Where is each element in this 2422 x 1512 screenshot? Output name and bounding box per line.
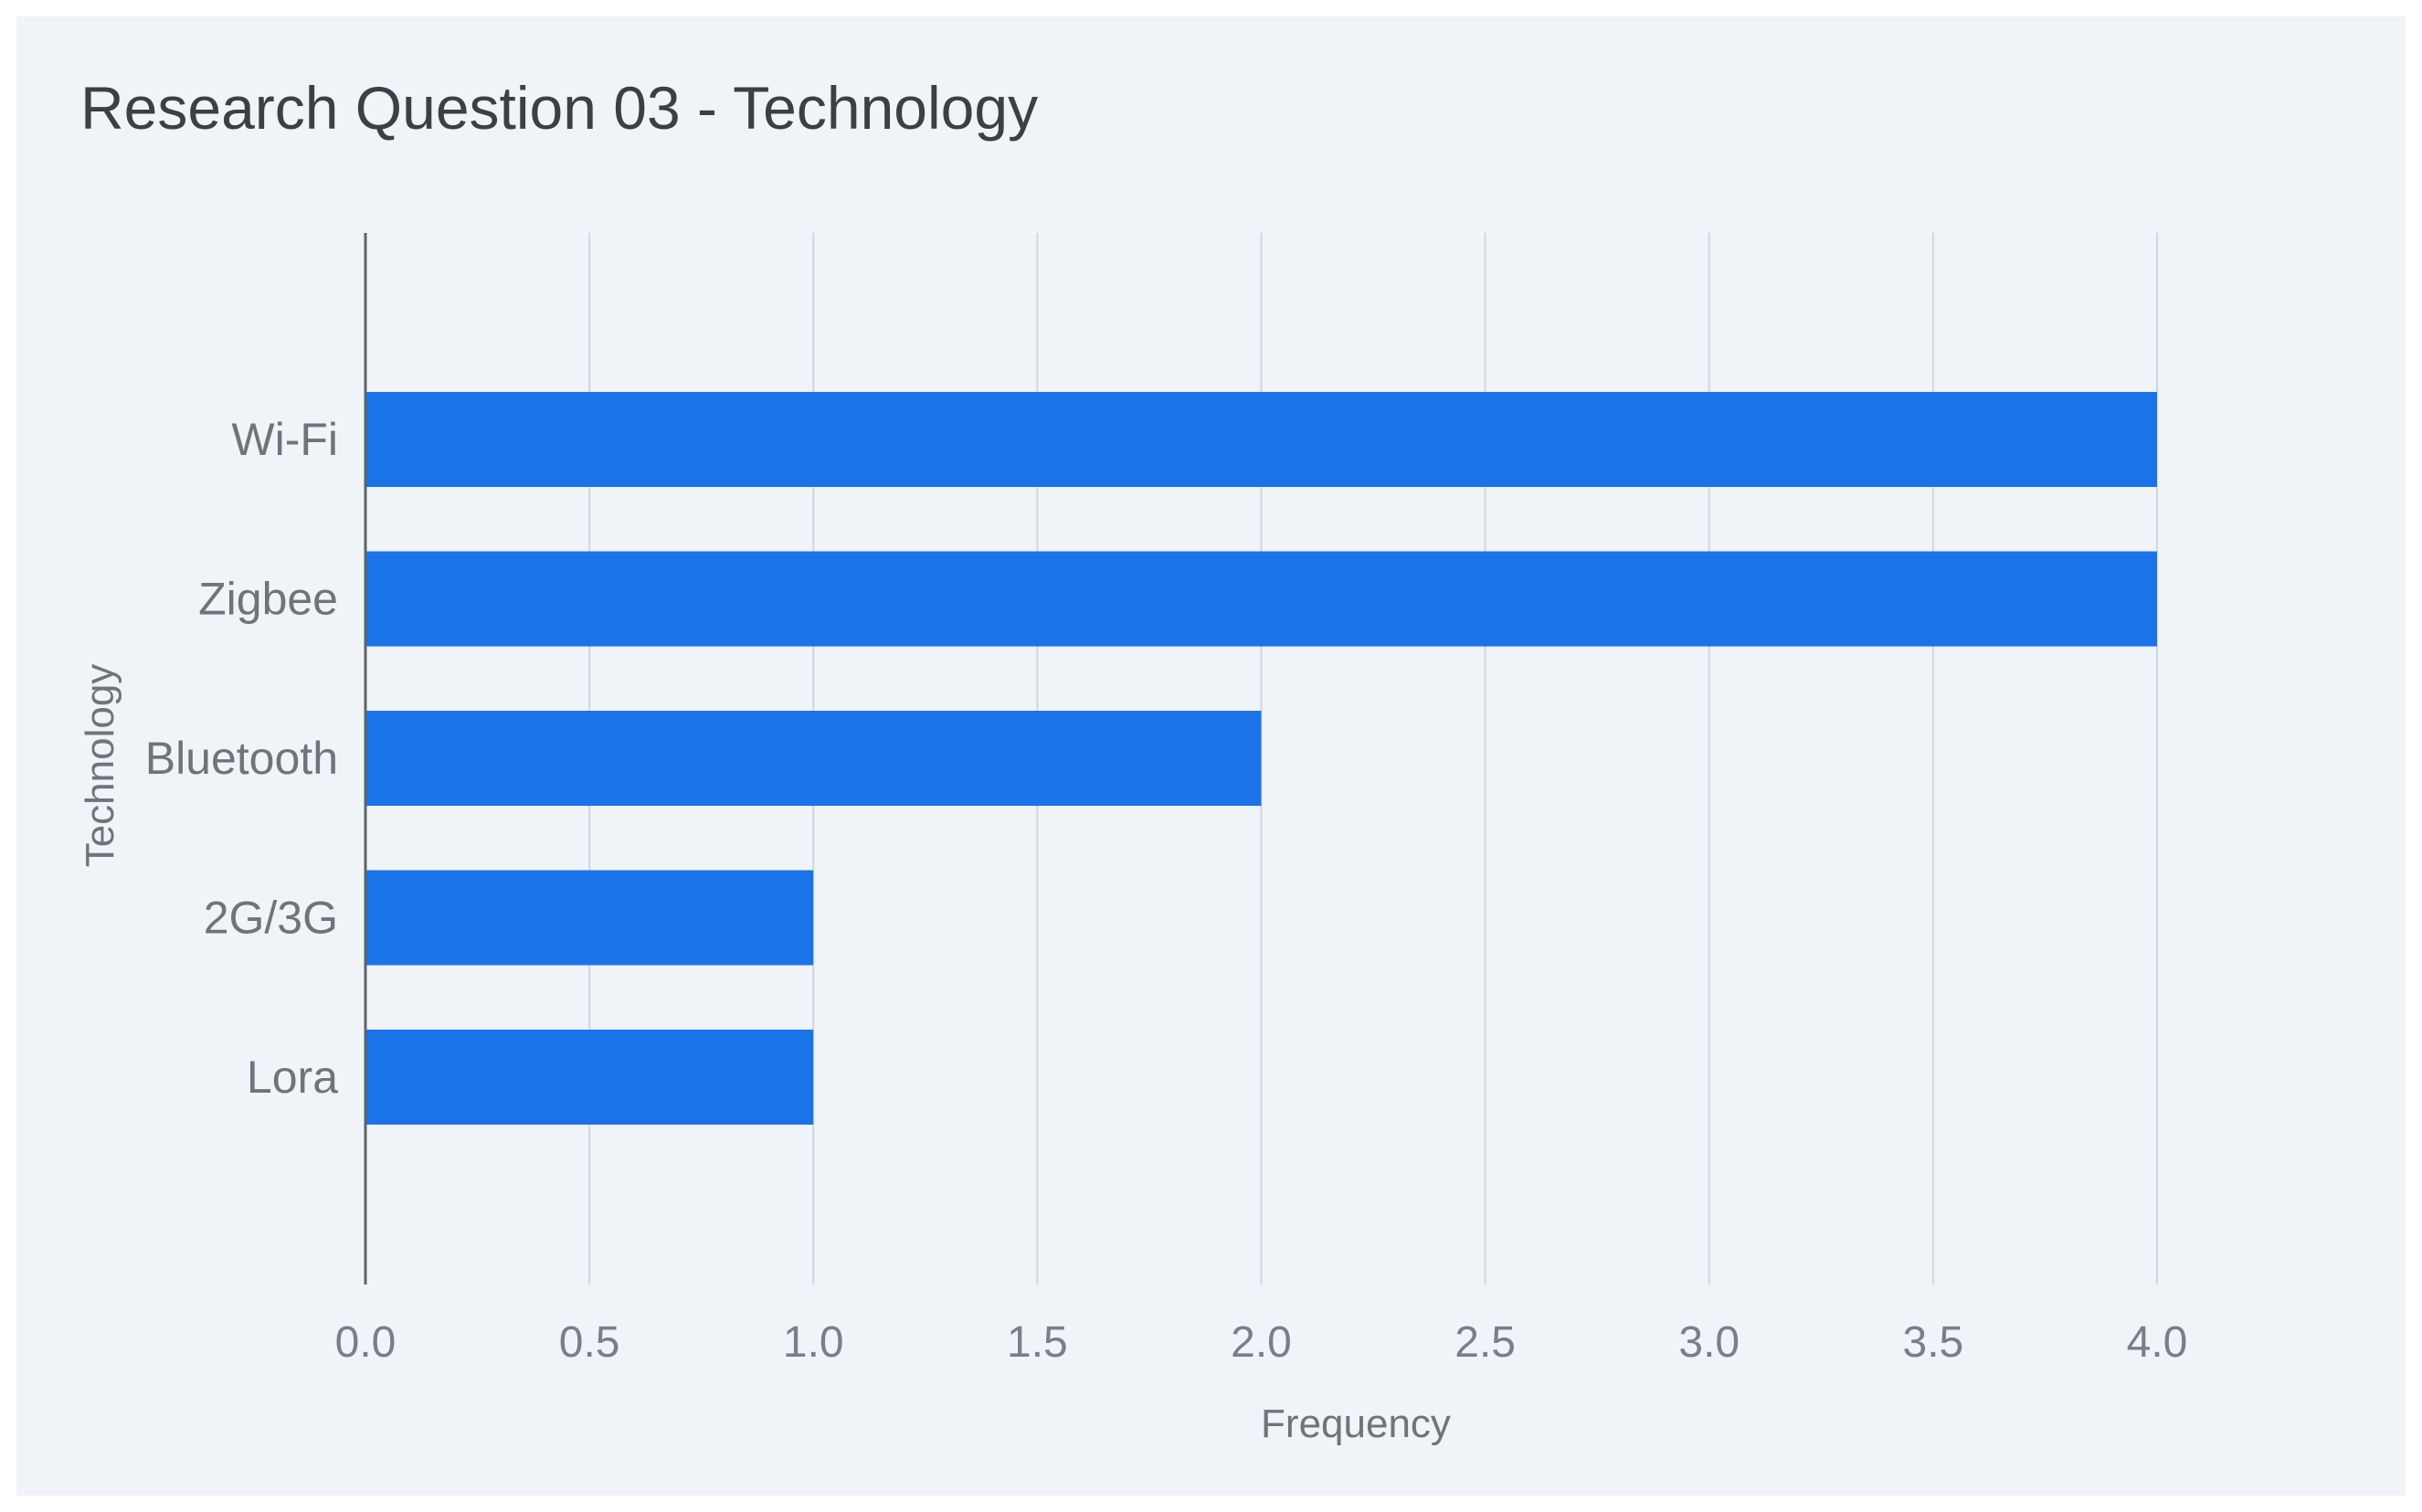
y-axis-title: Technology <box>78 664 122 868</box>
bar <box>365 1030 814 1125</box>
x-tick-label: 3.5 <box>1903 1318 1964 1367</box>
x-tick-label: 1.5 <box>1007 1318 1068 1367</box>
y-category-label: Lora <box>247 1052 338 1103</box>
category-labels: Wi-Fi Zigbee Bluetooth 2G/3G Lora <box>145 414 338 1103</box>
x-tick-label: 1.0 <box>783 1318 844 1367</box>
chart-card: Research Question 03 - Technology 0.0 0.5… <box>16 16 2406 1496</box>
x-tick-label: 4.0 <box>2127 1318 2188 1367</box>
bar <box>365 711 1262 806</box>
x-tick-label: 0.5 <box>559 1318 620 1367</box>
bar <box>365 392 2157 487</box>
x-axis-title: Frequency <box>1261 1401 1451 1446</box>
chart-plot: 0.0 0.5 1.0 1.5 2.0 2.5 3.0 3.5 4.0 Wi-Fi Zigbee B… <box>78 233 2188 1446</box>
y-category-label: Bluetooth <box>145 733 338 784</box>
bar <box>365 870 814 966</box>
x-tick-label: 2.5 <box>1454 1318 1516 1367</box>
y-category-label: Wi-Fi <box>231 414 338 465</box>
x-tick-label: 3.0 <box>1678 1318 1740 1367</box>
y-category-label: 2G/3G <box>204 893 338 944</box>
chart-title: Research Question 03 - Technology <box>80 74 1039 142</box>
bars <box>365 392 2157 1125</box>
x-tick-label: 0.0 <box>335 1318 397 1367</box>
x-tick-labels: 0.0 0.5 1.0 1.5 2.0 2.5 3.0 3.5 4.0 <box>335 1318 2188 1367</box>
x-tick-label: 2.0 <box>1231 1318 1292 1367</box>
y-category-label: Zigbee <box>198 574 338 625</box>
bar <box>365 551 2157 647</box>
